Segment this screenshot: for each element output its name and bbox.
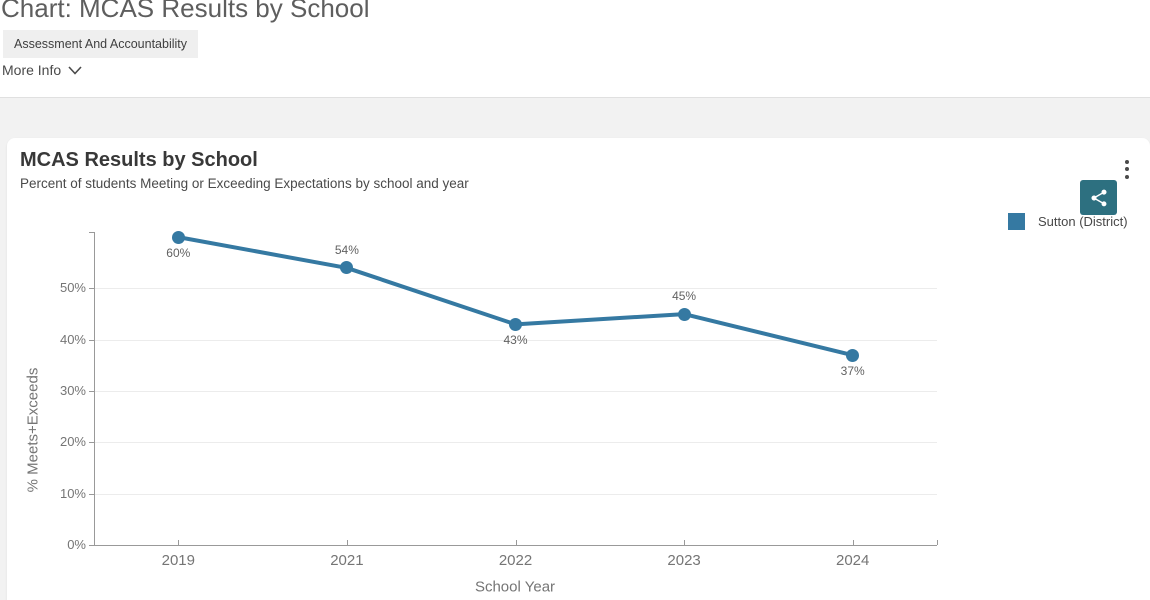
x-axis-title: School Year — [474, 578, 556, 596]
y-axis-tick-label: 40% — [59, 331, 86, 347]
y-axis-tick-label: 50% — [59, 280, 86, 296]
grid-line — [94, 493, 937, 495]
chart-card: MCAS Results by School Percent of studen… — [7, 138, 1150, 600]
x-axis-tick — [852, 540, 854, 545]
data-point-label-2024: 37% — [840, 364, 865, 379]
kebab-menu-icon[interactable] — [1119, 156, 1135, 182]
more-info-label: More Info — [2, 62, 62, 78]
share-icon — [1091, 189, 1106, 206]
data-point-label-2019: 60% — [166, 246, 191, 261]
y-axis-tick — [89, 545, 94, 546]
y-axis-tick — [89, 442, 94, 444]
data-point-2023[interactable] — [677, 307, 691, 321]
y-axis-tick-label: 20% — [59, 434, 86, 450]
grid-line — [94, 391, 937, 393]
series-line-layer — [176, 235, 855, 358]
x-axis-tick-label-2022: 2022 — [498, 552, 533, 569]
legend: Sutton (District) — [1008, 213, 1128, 230]
legend-label: Sutton (District) — [1038, 214, 1128, 229]
x-axis-tick — [178, 540, 180, 545]
grid-line — [94, 288, 937, 290]
y-axis-tick — [89, 288, 94, 290]
y-axis-tick-label: 30% — [59, 383, 86, 399]
more-info-toggle[interactable]: More Info — [2, 62, 82, 78]
y-axis-line — [94, 232, 95, 545]
x-axis-tick-label-2021: 2021 — [330, 552, 364, 569]
y-axis-end-tick — [89, 232, 94, 233]
category-badge: Assessment And Accountability — [3, 30, 199, 58]
chart-subtitle: Percent of students Meeting or Exceeding… — [20, 176, 469, 191]
legend-item-sutton-district[interactable]: Sutton (District) — [1008, 213, 1128, 230]
y-axis-tick — [89, 493, 94, 495]
data-point-2019[interactable] — [171, 230, 185, 244]
y-axis-tick-label: 10% — [59, 485, 86, 501]
y-axis-tick — [89, 339, 94, 341]
x-axis-tick — [515, 540, 517, 545]
data-point-label-2022: 43% — [503, 333, 528, 348]
x-axis-tick-label-2019: 2019 — [161, 552, 195, 569]
x-axis-end-tick — [937, 540, 938, 545]
data-point-2021[interactable] — [340, 261, 354, 275]
data-point-2022[interactable] — [509, 317, 522, 331]
y-axis-tick — [89, 391, 94, 393]
data-point-label-2021: 54% — [334, 242, 359, 257]
chevron-down-icon — [68, 65, 82, 75]
page-title: Chart: MCAS Results by School — [1, 0, 370, 23]
x-axis-tick — [346, 540, 348, 545]
share-button[interactable] — [1080, 180, 1117, 215]
grid-line — [94, 339, 937, 341]
y-axis-tick-label: 0% — [67, 537, 86, 552]
chart-title: MCAS Results by School — [20, 149, 258, 171]
x-axis-tick — [684, 540, 686, 545]
content-background: MCAS Results by School Percent of studen… — [0, 98, 1150, 600]
divider — [0, 97, 1150, 98]
data-point-2024[interactable] — [846, 348, 860, 362]
x-axis-tick-label-2024: 2024 — [836, 552, 870, 569]
x-axis-line — [94, 545, 937, 546]
data-point-label-2023: 45% — [672, 289, 697, 304]
x-axis-tick-label-2023: 2023 — [667, 552, 701, 569]
line-chart: % Meets+Exceeds School Year 0% 10% 20% 30% 4… — [7, 138, 1150, 600]
legend-swatch-icon — [1008, 213, 1025, 230]
grid-line — [94, 442, 937, 444]
